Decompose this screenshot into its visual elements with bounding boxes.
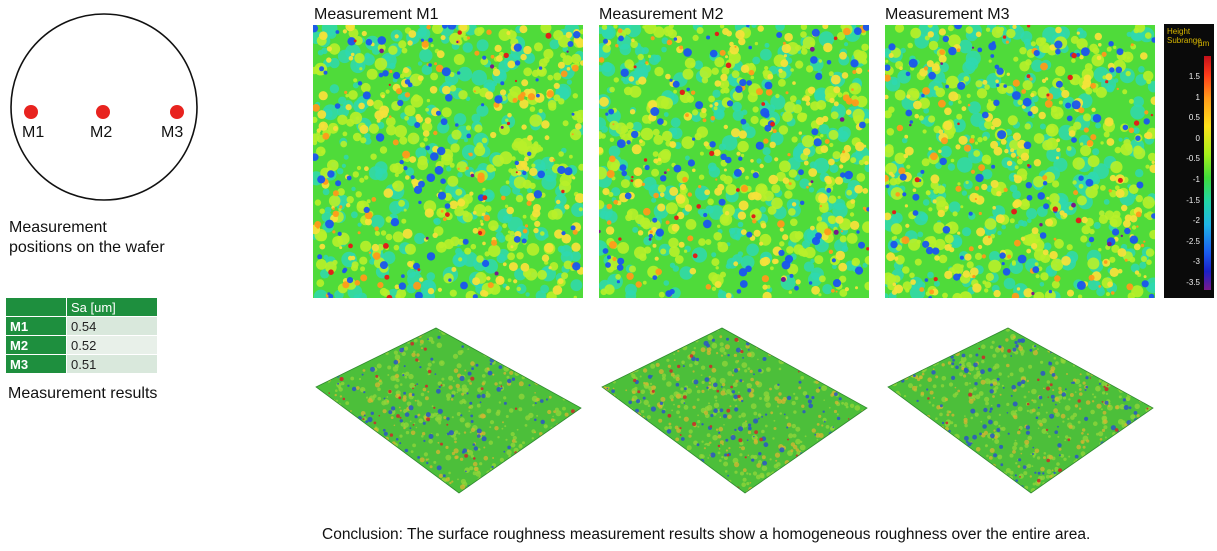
height-map-m3-image xyxy=(885,25,1155,298)
map-title-m1: Measurement M1 xyxy=(314,6,439,23)
conclusion-text: Conclusion: The surface roughness measur… xyxy=(322,526,1091,543)
colorbar-tick-label: 0 xyxy=(1195,133,1200,143)
wafer-caption-line1: Measurement xyxy=(9,219,107,236)
colorbar-tick-label: -1 xyxy=(1192,175,1200,184)
wafer-caption-line2: positions on the wafer xyxy=(9,239,165,256)
results-caption: Measurement results xyxy=(8,385,158,402)
results-header-row: Sa [um] xyxy=(5,297,158,317)
colorbar-gradient xyxy=(1204,56,1211,290)
colorbar-tick-label: -2.5 xyxy=(1186,236,1200,246)
colorbar-tick-label: -3 xyxy=(1192,257,1200,267)
wafer-outline xyxy=(10,13,198,201)
colorbar-unit: µm xyxy=(1198,39,1210,48)
surface-3d-m3 xyxy=(887,327,1154,494)
m2-marker xyxy=(96,105,110,119)
row-id: M3 xyxy=(5,354,67,374)
height-colorbar: Height Subrange µm 1.5 1 0.5 0 -0.5 -1 -1.5 -2 -… xyxy=(1164,24,1214,298)
colorbar-tick-label: -0.5 xyxy=(1186,154,1200,164)
colorbar-title: Height Subrange xyxy=(1167,27,1202,45)
surface-3d-m2 xyxy=(601,327,868,494)
m1-label: M1 xyxy=(22,124,45,141)
colorbar-title-line2: Subrange xyxy=(1167,36,1202,45)
colorbar-tick-label: 0.5 xyxy=(1188,113,1200,123)
map-title-m3: Measurement M3 xyxy=(885,6,1010,23)
m1-marker xyxy=(24,105,38,119)
height-map-m3 xyxy=(885,25,1155,298)
results-table: Sa [um] M1 0.54 M2 0.52 M3 0.51 xyxy=(5,297,158,374)
height-map-m1 xyxy=(313,25,583,298)
table-row: M3 0.51 xyxy=(5,354,158,374)
colorbar-tick-label: -1.5 xyxy=(1186,195,1200,205)
wafer-caption: Measurement positions on the wafer xyxy=(9,218,165,258)
row-value: 0.52 xyxy=(66,335,158,355)
m3-marker xyxy=(170,105,184,119)
m2-label: M2 xyxy=(90,124,113,141)
map-title-m2: Measurement M2 xyxy=(599,6,724,23)
surface-3d-m1 xyxy=(315,327,582,494)
height-map-m2 xyxy=(599,25,869,298)
row-id: M1 xyxy=(5,316,67,336)
results-header-id xyxy=(5,297,67,317)
results-header-sa: Sa [um] xyxy=(66,297,158,317)
table-row: M2 0.52 xyxy=(5,335,158,355)
colorbar-tick-label: -3.5 xyxy=(1186,278,1200,287)
colorbar-tick-label: 1 xyxy=(1195,92,1200,102)
row-id: M2 xyxy=(5,335,67,355)
colorbar-title-line1: Height xyxy=(1167,27,1191,36)
colorbar-tick-label: 1.5 xyxy=(1188,72,1200,81)
m3-label: M3 xyxy=(161,124,184,141)
height-map-m2-image xyxy=(599,25,869,298)
colorbar-tick-label: -2 xyxy=(1192,216,1200,226)
row-value: 0.54 xyxy=(66,316,158,336)
row-value: 0.51 xyxy=(66,354,158,374)
wafer-diagram: M1 M2 M3 xyxy=(0,0,300,260)
table-row: M1 0.54 xyxy=(5,316,158,336)
height-map-m1-image xyxy=(313,25,583,298)
